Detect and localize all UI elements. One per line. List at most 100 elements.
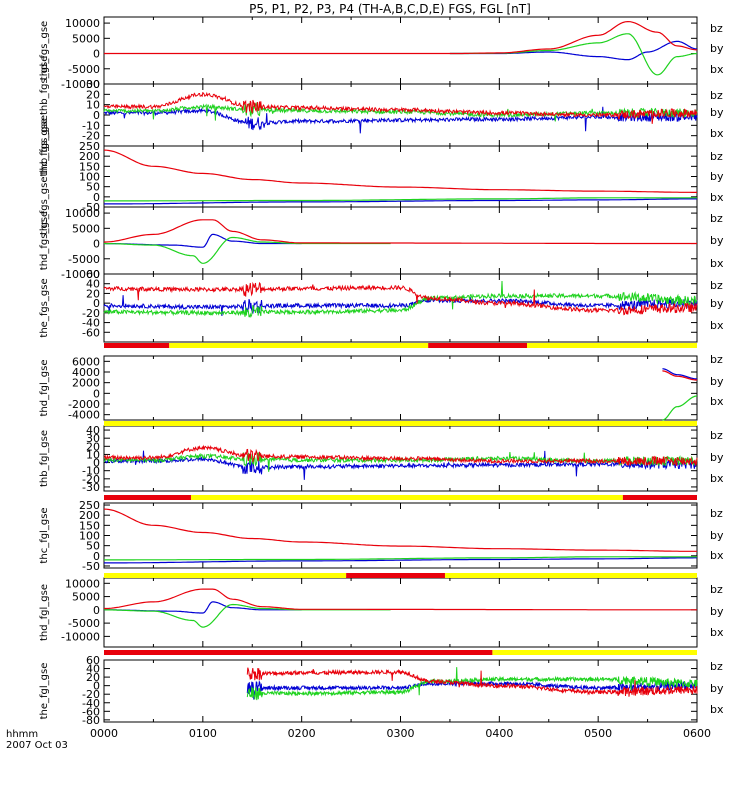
status-segment-on bbox=[104, 495, 191, 500]
legend-bx: bx bbox=[710, 395, 724, 408]
legend-by: by bbox=[710, 451, 724, 464]
legend-bx: bx bbox=[710, 127, 724, 140]
status-bar-5 bbox=[104, 650, 697, 655]
legend-bz: bz bbox=[710, 660, 723, 673]
series-bz-line bbox=[104, 219, 697, 245]
series-bx-line bbox=[103, 450, 698, 480]
legend-bx: bx bbox=[710, 703, 724, 716]
series-by-line bbox=[103, 101, 698, 122]
y-tick-label: -5000 bbox=[68, 617, 100, 630]
y-tick-label: -20 bbox=[82, 130, 100, 143]
y-tick-label: 10000 bbox=[65, 17, 100, 30]
legend-bz: bz bbox=[710, 212, 723, 225]
y-axis-label: thb_fgl_gse bbox=[39, 430, 50, 487]
y-tick-label: 50 bbox=[86, 540, 100, 553]
series-by-line bbox=[104, 197, 697, 202]
y-tick-label: 10 bbox=[86, 448, 100, 461]
legend-by: by bbox=[710, 375, 724, 388]
legend-bz: bz bbox=[710, 507, 723, 520]
y-tick-label: 200 bbox=[79, 509, 100, 522]
legend-bz: bz bbox=[710, 429, 723, 442]
x-axis: 0000 0100 0200 0300 0400 0500 0600 bbox=[90, 727, 711, 740]
series-by-line bbox=[662, 395, 697, 421]
y-tick-label: -50 bbox=[82, 201, 100, 214]
legend-bx: bx bbox=[710, 549, 724, 562]
y-tick-label: 40 bbox=[86, 424, 100, 437]
status-segment-off bbox=[104, 573, 347, 578]
y-tick-label: 0 bbox=[93, 191, 100, 204]
series-by-line bbox=[104, 603, 391, 628]
y-tick-label: 10000 bbox=[65, 207, 100, 220]
y-tick-label: -20 bbox=[82, 688, 100, 701]
status-segment-off bbox=[169, 343, 429, 348]
y-tick-label: 60 bbox=[86, 268, 100, 281]
y-axis-label: the_fgs_gse bbox=[39, 278, 50, 337]
y-tick-label: -10000 bbox=[61, 78, 100, 91]
legend-bx: bx bbox=[710, 626, 724, 639]
y-tick-label: 30 bbox=[86, 432, 100, 445]
legend-bx: bx bbox=[710, 472, 724, 485]
y-tick-label: -20 bbox=[82, 473, 100, 486]
legend-by: by bbox=[710, 682, 724, 695]
x-tick-label: 0600 bbox=[683, 727, 711, 740]
y-tick-label: 0 bbox=[93, 238, 100, 251]
y-axis-label: thd_fgs_gse bbox=[39, 21, 50, 80]
y-tick-label: 5000 bbox=[72, 222, 100, 235]
y-tick-label: 150 bbox=[79, 160, 100, 173]
series-bz-line bbox=[104, 20, 698, 55]
legend-bx: bx bbox=[710, 257, 724, 270]
series-by-line bbox=[103, 280, 698, 319]
y-tick-label: 0 bbox=[93, 297, 100, 310]
y-tick-label: -4000 bbox=[68, 409, 100, 422]
legend-by: by bbox=[710, 170, 724, 183]
y-axis-label: thb_fgs_gsethb_fgs_gse bbox=[39, 56, 50, 175]
series-by-line bbox=[246, 667, 698, 701]
series-by-line bbox=[104, 556, 697, 561]
y-tick-label: 2000 bbox=[72, 377, 100, 390]
legend-by: by bbox=[710, 297, 724, 310]
y-tick-label: -2000 bbox=[68, 398, 100, 411]
y-tick-label: 5000 bbox=[72, 32, 100, 45]
y-axis-label: thc_fgl_gse bbox=[39, 507, 50, 563]
y-tick-label: 0 bbox=[93, 387, 100, 400]
series-by-line bbox=[104, 236, 391, 264]
series-bz-line bbox=[662, 370, 697, 381]
x-tick-label: 0500 bbox=[584, 727, 612, 740]
y-tick-label: 5000 bbox=[72, 591, 100, 604]
status-segment-on bbox=[346, 573, 445, 578]
y-tick-label: 40 bbox=[86, 663, 100, 676]
y-tick-label: 4000 bbox=[72, 366, 100, 379]
legend-bx: bx bbox=[710, 319, 724, 332]
chart-title: P5, P1, P2, P3, P4 (TH-A,B,C,D,E) FGS, F… bbox=[249, 2, 531, 16]
y-axis-label: thd_fgl_gse bbox=[39, 584, 50, 641]
y-tick-label: 150 bbox=[79, 519, 100, 532]
y-axis-label: thd_fgl_gse bbox=[39, 360, 50, 417]
status-segment-off bbox=[190, 495, 623, 500]
y-tick-label: 20 bbox=[86, 671, 100, 684]
y-tick-label: -10000 bbox=[61, 268, 100, 281]
status-bar-2 bbox=[104, 421, 697, 426]
series-bz-line bbox=[103, 281, 698, 316]
x-tick-label: 0400 bbox=[485, 727, 513, 740]
y-tick-label: 0 bbox=[93, 457, 100, 470]
y-tick-label: -50 bbox=[82, 560, 100, 573]
x-label-hhmm: hhmm bbox=[6, 729, 38, 740]
legend-by: by bbox=[710, 529, 724, 542]
y-tick-label: 0 bbox=[93, 604, 100, 617]
series-bz-line bbox=[103, 508, 697, 552]
legend-bz: bz bbox=[710, 353, 723, 366]
series-bx-line bbox=[104, 557, 697, 564]
y-tick-label: -30 bbox=[82, 481, 100, 494]
series-bz-line bbox=[104, 588, 697, 611]
y-tick-label: -10 bbox=[82, 119, 100, 132]
legend-bx: bx bbox=[710, 191, 724, 204]
series-bz-line bbox=[103, 444, 698, 467]
x-label-date: 2007 Oct 03 bbox=[6, 740, 68, 751]
y-tick-label: 100 bbox=[79, 171, 100, 184]
legend-bz: bz bbox=[710, 583, 723, 596]
